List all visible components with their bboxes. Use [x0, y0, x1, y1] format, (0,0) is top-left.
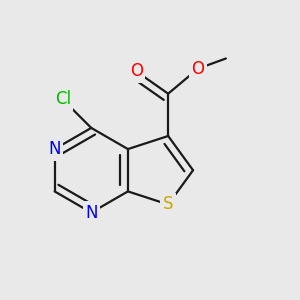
Text: O: O — [130, 62, 143, 80]
Text: S: S — [163, 196, 173, 214]
Text: Cl: Cl — [55, 91, 71, 109]
Text: N: N — [48, 140, 61, 158]
Text: N: N — [85, 204, 98, 222]
Text: O: O — [191, 60, 205, 78]
